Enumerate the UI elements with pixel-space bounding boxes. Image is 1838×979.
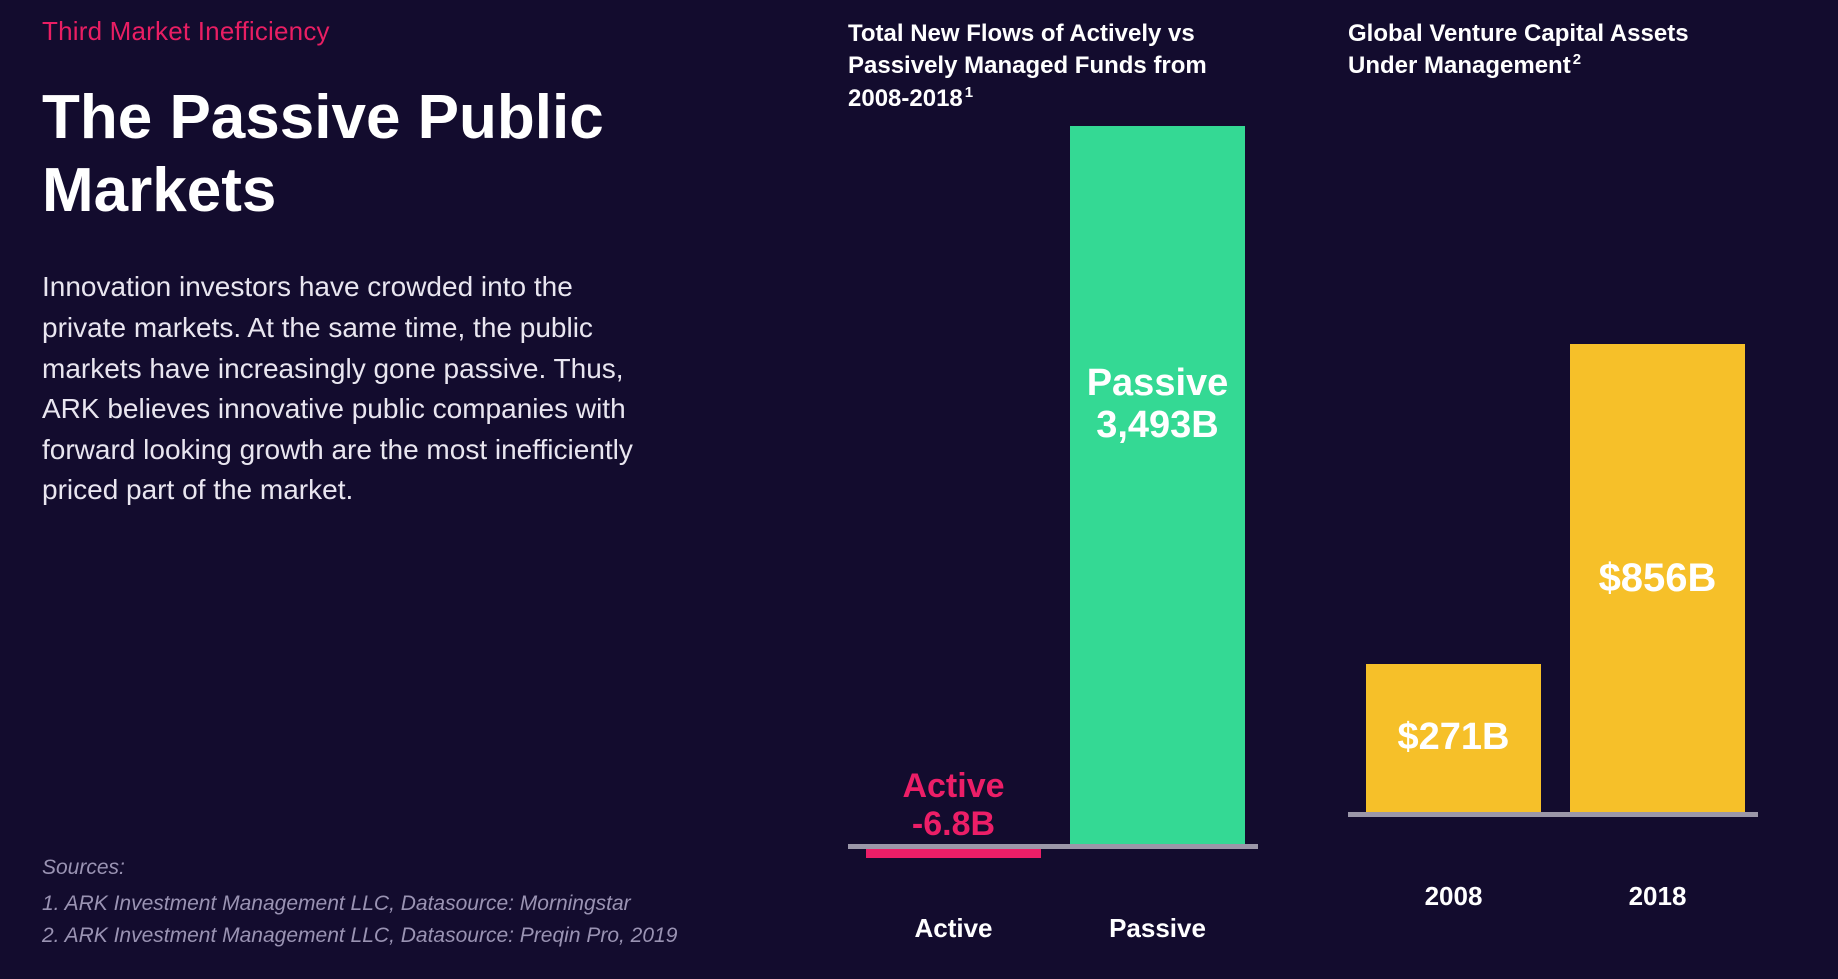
chart2: Global Venture Capital Assets Under Mana… (1348, 18, 1758, 921)
chart1-bar-label-passive: Passive 3,493B (1070, 363, 1245, 447)
chart2-bar-2018: $856B (1570, 344, 1745, 812)
chart2-axis-label-2008: 2008 (1366, 881, 1541, 912)
left-column: Third Market Inefficiency The Passive Pu… (42, 16, 662, 511)
chart2-bar-2008: $271B (1366, 664, 1541, 812)
chart1-axis-label-passive: Passive (1070, 913, 1245, 944)
eyebrow: Third Market Inefficiency (42, 16, 662, 47)
chart2-axis: 2008 2018 (1348, 881, 1758, 921)
chart1-axis: Active Passive (848, 913, 1258, 953)
chart1-title: Total New Flows of Actively vs Passively… (848, 18, 1258, 115)
chart2-baseline (1348, 812, 1758, 817)
chart1-bar-label-active: Active -6.8B (866, 768, 1041, 843)
sources-heading: Sources: (42, 856, 742, 880)
charts-area: Total New Flows of Actively vs Passively… (848, 18, 1828, 958)
chart2-plot: $271B $856B (1348, 97, 1758, 867)
chart2-axis-label-2018: 2018 (1570, 881, 1745, 912)
chart1-axis-label-active: Active (866, 913, 1041, 944)
slide-body: Innovation investors have crowded into t… (42, 267, 662, 511)
chart1-bar-passive: Passive 3,493B (1070, 126, 1245, 844)
slide-title: The Passive Public Markets (42, 81, 662, 227)
chart1: Total New Flows of Actively vs Passively… (848, 18, 1258, 953)
chart2-bar-label-2008: $271B (1366, 717, 1541, 759)
chart2-title: Global Venture Capital Assets Under Mana… (1348, 18, 1758, 83)
chart1-plot: Active -6.8B Passive 3,493B (848, 129, 1258, 899)
source-line-1: 1. ARK Investment Management LLC, Dataso… (42, 888, 742, 921)
chart2-bar-label-2018: $856B (1570, 556, 1745, 600)
sources-block: Sources: 1. ARK Investment Management LL… (42, 856, 742, 953)
slide: Third Market Inefficiency The Passive Pu… (0, 0, 1838, 979)
chart1-bar-active: Active -6.8B (866, 849, 1041, 858)
source-line-2: 2. ARK Investment Management LLC, Dataso… (42, 920, 742, 953)
